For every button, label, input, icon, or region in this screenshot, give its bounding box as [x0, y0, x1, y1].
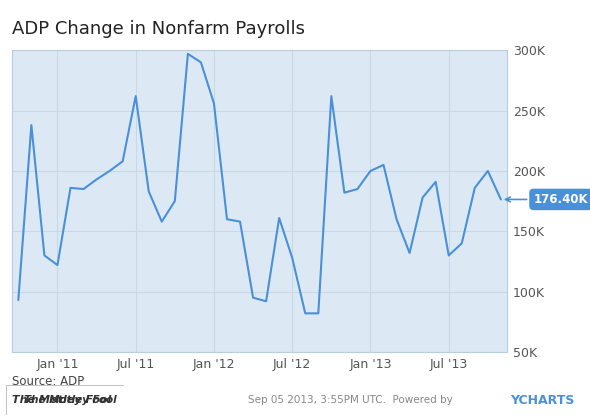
Text: Source: ADP: Source: ADP [12, 375, 84, 388]
Text: The Motley Fool: The Motley Fool [25, 395, 117, 405]
FancyBboxPatch shape [6, 385, 124, 415]
Text: The Motley Fool: The Motley Fool [12, 395, 111, 405]
Text: YCHARTS: YCHARTS [510, 393, 575, 407]
Text: 176.40K: 176.40K [506, 193, 588, 206]
Text: ADP Change in Nonfarm Payrolls: ADP Change in Nonfarm Payrolls [12, 20, 305, 38]
Text: Sep 05 2013, 3:55PM UTC.  Powered by: Sep 05 2013, 3:55PM UTC. Powered by [248, 395, 453, 405]
